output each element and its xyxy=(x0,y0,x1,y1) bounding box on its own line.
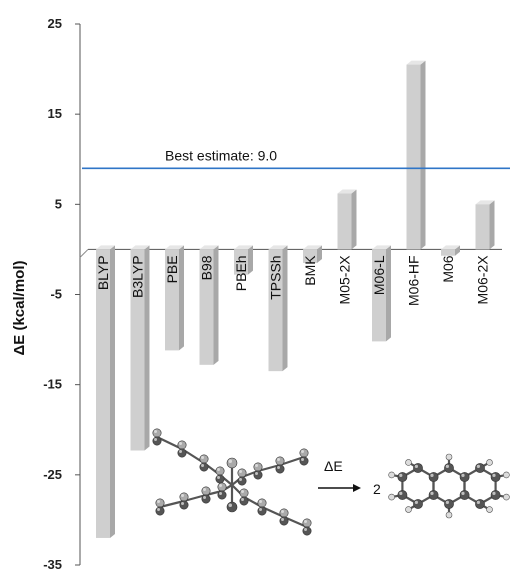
arrow-label: ΔE xyxy=(324,458,343,474)
bar-pbe xyxy=(165,245,184,351)
y-tick-label: -15 xyxy=(43,377,62,392)
category-label: PBEh xyxy=(233,255,249,291)
bar-m06-l xyxy=(372,245,391,342)
bar-blyp xyxy=(96,245,115,538)
y-tick-label: 5 xyxy=(55,196,62,211)
best-estimate-label: Best estimate: 9.0 xyxy=(165,147,277,163)
bar-b3lyp xyxy=(130,245,150,451)
bar-m06-2x xyxy=(475,200,495,250)
category-label: M06-L xyxy=(371,255,387,295)
bar-b98 xyxy=(199,245,219,365)
reaction-scheme: ΔE 2 xyxy=(152,428,510,536)
y-tick-label: -5 xyxy=(50,287,62,302)
category-label: B98 xyxy=(199,255,215,280)
dimer-molecule-icon xyxy=(152,428,312,536)
bar-m06 xyxy=(441,245,460,256)
baseline-depth-edge xyxy=(79,249,89,258)
reaction-arrow-icon xyxy=(318,484,361,492)
bars-layer xyxy=(96,60,495,538)
y-tick-label: -35 xyxy=(43,557,62,572)
y-tick-label: -25 xyxy=(43,467,62,482)
bar-m05-2x xyxy=(337,189,357,250)
bar-bmk xyxy=(303,245,322,263)
y-tick-label: 15 xyxy=(48,106,62,121)
bar-m06-hf xyxy=(406,60,426,250)
category-label: M06 xyxy=(440,255,456,282)
stoichiometric-coefficient: 2 xyxy=(373,481,381,497)
category-label: PBE xyxy=(164,255,180,283)
labels-layer: BLYP B3LYP PBE B98 PBEh TPSSh BMK M05-2X M06-L M0… xyxy=(95,255,491,306)
category-label: TPSSh xyxy=(268,255,284,299)
y-tick-label: 25 xyxy=(48,16,62,31)
category-label: M06-HF xyxy=(406,255,422,306)
bar-pbeh xyxy=(234,245,253,275)
y-axis-title: ΔE (kcal/mol) xyxy=(11,261,28,356)
axis-layer: 25 15 5 -5 -15 -25 -35 xyxy=(43,16,502,572)
anthracene-molecule-icon xyxy=(388,453,510,519)
category-label: M06-2X xyxy=(475,255,491,305)
bar-tpssh xyxy=(268,245,288,372)
category-label: BMK xyxy=(302,255,318,286)
category-label: BLYP xyxy=(95,255,111,290)
category-label: M05-2X xyxy=(337,255,353,305)
category-label: B3LYP xyxy=(130,255,146,298)
